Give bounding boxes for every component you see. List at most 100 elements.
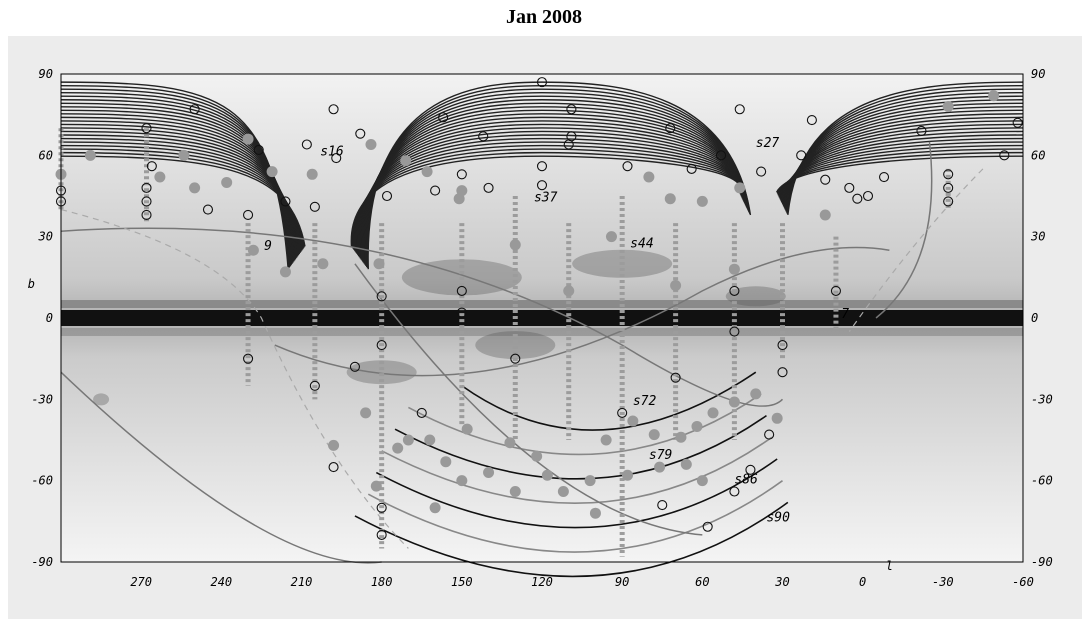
filled-marker: [178, 149, 190, 161]
dust-cloud: [725, 286, 786, 307]
filled-marker: [622, 469, 634, 481]
filled-marker: [670, 279, 682, 291]
filled-marker: [531, 450, 543, 462]
open-marker: [806, 115, 817, 126]
filled-marker: [247, 244, 259, 256]
open-marker: [670, 372, 681, 383]
scan-track-line: [351, 151, 742, 248]
scan-label: s90: [766, 510, 790, 525]
dust-cloud: [93, 393, 110, 406]
filled-marker: [189, 182, 201, 194]
open-marker: [566, 104, 577, 115]
filled-marker: [627, 415, 639, 427]
scan-track-line: [60, 120, 298, 258]
open-marker: [844, 182, 855, 193]
filled-marker: [654, 461, 666, 473]
open-marker: [878, 171, 890, 183]
x-tick-label: 150: [451, 575, 473, 589]
open-marker: [536, 180, 548, 191]
filled-marker: [648, 429, 660, 441]
scan-label: s44: [630, 237, 653, 252]
filled-marker: [402, 434, 414, 446]
x-tick-label: 0: [859, 575, 866, 589]
x-tick-label: 60: [695, 575, 709, 589]
open-marker: [456, 169, 467, 180]
open-marker: [243, 353, 254, 364]
filled-marker: [696, 195, 708, 207]
scan-label: s27: [756, 136, 780, 151]
filled-marker: [242, 133, 254, 145]
filled-marker: [440, 456, 452, 468]
open-marker: [309, 201, 320, 212]
filled-marker: [365, 138, 377, 150]
filled-marker: [279, 266, 291, 278]
y-tick-label-left: -90: [31, 555, 53, 569]
filled-marker: [400, 155, 412, 167]
scan-label: 7: [841, 307, 849, 322]
filled-marker: [584, 475, 596, 487]
x-tick-label: 210: [291, 575, 313, 589]
x-tick-label: 120: [531, 575, 553, 589]
x-axis-label: l: [886, 559, 893, 573]
scan-track-line: [381, 436, 773, 505]
open-marker: [328, 104, 339, 115]
filled-marker: [589, 507, 601, 519]
filled-marker: [306, 168, 318, 180]
open-marker: [777, 367, 788, 378]
open-marker: [301, 139, 312, 150]
x-tick-label: -30: [932, 575, 954, 589]
open-marker: [862, 190, 874, 202]
sky-map-chart: s16 s27 s37 s44 s72 s79 s86 s90 9 7 270 240 210 180 1…: [28, 67, 1053, 589]
open-marker: [141, 123, 152, 134]
open-marker: [202, 204, 214, 215]
filled-marker: [771, 412, 783, 424]
filled-marker: [988, 90, 1000, 102]
filled-marker: [691, 420, 703, 432]
scan-track-line: [274, 246, 890, 377]
open-marker: [665, 123, 676, 134]
open-marker: [483, 182, 494, 193]
open-marker: [943, 196, 954, 207]
galactic-plane-halo: [61, 300, 1023, 308]
plot-frame: [60, 73, 1024, 563]
open-marker: [141, 196, 152, 207]
open-marker: [729, 326, 740, 337]
open-marker: [745, 464, 756, 475]
filled-marker: [360, 407, 372, 419]
open-marker: [563, 139, 574, 150]
x-tick-label: 90: [615, 575, 629, 589]
y-tick-label-left: 60: [39, 148, 53, 162]
scan-track-line: [60, 155, 306, 247]
scan-track-line: [367, 480, 783, 553]
scan-track-line: [60, 95, 293, 265]
filled-marker: [370, 480, 382, 492]
scan-track-line: [60, 88, 291, 268]
filled-marker: [728, 396, 740, 408]
open-marker: [355, 128, 366, 139]
filled-marker: [643, 171, 655, 183]
open-marker: [830, 285, 841, 296]
filled-marker: [456, 185, 468, 197]
open-marker: [141, 182, 152, 193]
filled-marker: [509, 486, 521, 498]
open-marker: [309, 380, 320, 391]
plot-panel: s16 s27 s37 s44 s72 s79 s86 s90 9 7 270 240 210 180 1…: [8, 36, 1082, 619]
scan-track-line: [60, 84, 290, 269]
filled-marker: [600, 434, 612, 446]
open-marker: [141, 209, 152, 221]
open-marker: [381, 190, 393, 202]
filled-marker: [483, 467, 495, 479]
filled-marker: [707, 407, 719, 419]
x-tick-label: -60: [1012, 575, 1034, 589]
open-marker: [536, 161, 548, 172]
filled-marker: [750, 388, 762, 400]
dust-cloud: [475, 331, 556, 360]
scan-label: s16: [320, 144, 344, 159]
scan-track-line: [60, 109, 296, 261]
filled-marker: [541, 469, 553, 481]
scan-track-line: [375, 458, 778, 529]
y-tick-label-right: 30: [1030, 230, 1045, 244]
open-marker: [622, 161, 633, 172]
scan-track-line: [60, 123, 299, 257]
filled-marker: [221, 176, 233, 188]
